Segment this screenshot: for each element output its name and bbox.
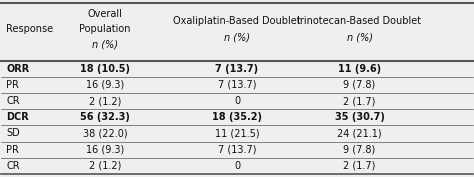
Text: 0: 0 [234, 96, 240, 106]
Text: ORR: ORR [6, 64, 29, 74]
Text: 56 (32.3): 56 (32.3) [80, 112, 130, 122]
Text: 7 (13.7): 7 (13.7) [218, 145, 256, 155]
Text: Population: Population [79, 24, 131, 34]
Text: SD: SD [6, 129, 20, 138]
Text: 16 (9.3): 16 (9.3) [86, 80, 124, 90]
Text: Response: Response [6, 24, 53, 34]
Text: 38 (22.0): 38 (22.0) [83, 129, 128, 138]
Text: n (%): n (%) [346, 32, 373, 42]
Text: DCR: DCR [6, 112, 29, 122]
Text: 2 (1.2): 2 (1.2) [89, 161, 121, 171]
Text: 0: 0 [234, 161, 240, 171]
Text: 11 (9.6): 11 (9.6) [338, 64, 381, 74]
Text: 7 (13.7): 7 (13.7) [216, 64, 258, 74]
Text: 35 (30.7): 35 (30.7) [335, 112, 384, 122]
Text: 16 (9.3): 16 (9.3) [86, 145, 124, 155]
Text: 11 (21.5): 11 (21.5) [215, 129, 259, 138]
Text: 7 (13.7): 7 (13.7) [218, 80, 256, 90]
Text: 24 (21.1): 24 (21.1) [337, 129, 382, 138]
Text: Overall: Overall [88, 8, 122, 19]
Text: n (%): n (%) [224, 32, 250, 42]
Text: CR: CR [6, 96, 20, 106]
Text: n (%): n (%) [92, 40, 118, 50]
Text: 2 (1.7): 2 (1.7) [343, 96, 376, 106]
Text: 2 (1.7): 2 (1.7) [343, 161, 376, 171]
Text: 18 (10.5): 18 (10.5) [80, 64, 130, 74]
Text: 9 (7.8): 9 (7.8) [343, 145, 375, 155]
Text: Oxaliplatin-Based Doublet: Oxaliplatin-Based Doublet [173, 16, 301, 26]
Text: PR: PR [6, 145, 19, 155]
Text: PR: PR [6, 80, 19, 90]
Text: 18 (35.2): 18 (35.2) [212, 112, 262, 122]
Text: 9 (7.8): 9 (7.8) [343, 80, 375, 90]
Text: Irinotecan-Based Doublet: Irinotecan-Based Doublet [298, 16, 421, 26]
Text: CR: CR [6, 161, 20, 171]
Text: 2 (1.2): 2 (1.2) [89, 96, 121, 106]
